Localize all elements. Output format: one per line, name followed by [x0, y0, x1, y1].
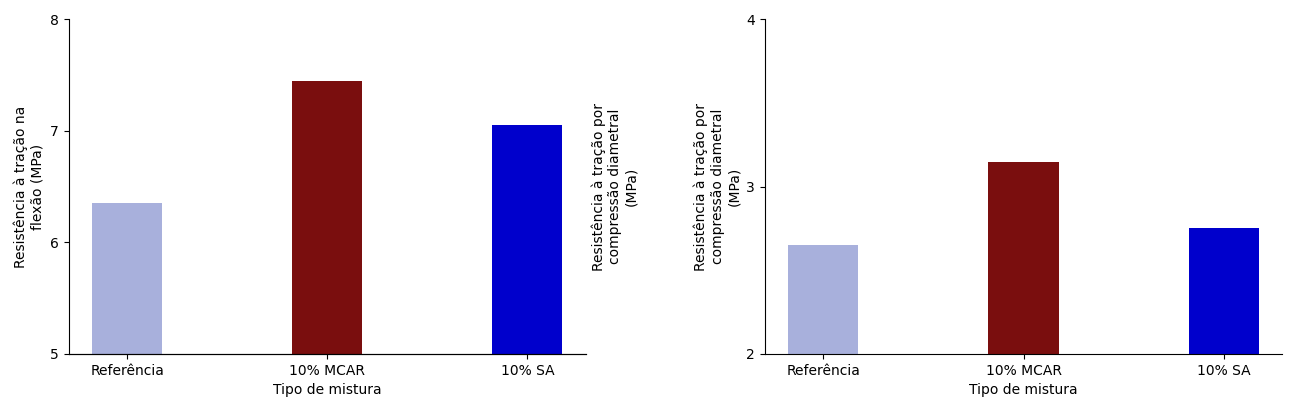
Y-axis label: Resistência à tração por
compressão diametral
(MPa): Resistência à tração por compressão diam… [693, 103, 741, 270]
Bar [293, 81, 363, 354]
Y-axis label: Resistência à tração na
flexão (MPa): Resistência à tração na flexão (MPa) [14, 106, 44, 268]
X-axis label: Tipo de mistura: Tipo de mistura [273, 383, 381, 397]
Bar [788, 245, 858, 354]
X-axis label: Tipo de mistura: Tipo de mistura [969, 383, 1078, 397]
Bar [92, 203, 162, 354]
Bar [492, 125, 562, 354]
Bar [989, 162, 1059, 354]
Bar [1188, 229, 1258, 354]
Y-axis label: Resistência à tração por
compressão diametral
(MPa): Resistência à tração por compressão diam… [591, 103, 639, 270]
